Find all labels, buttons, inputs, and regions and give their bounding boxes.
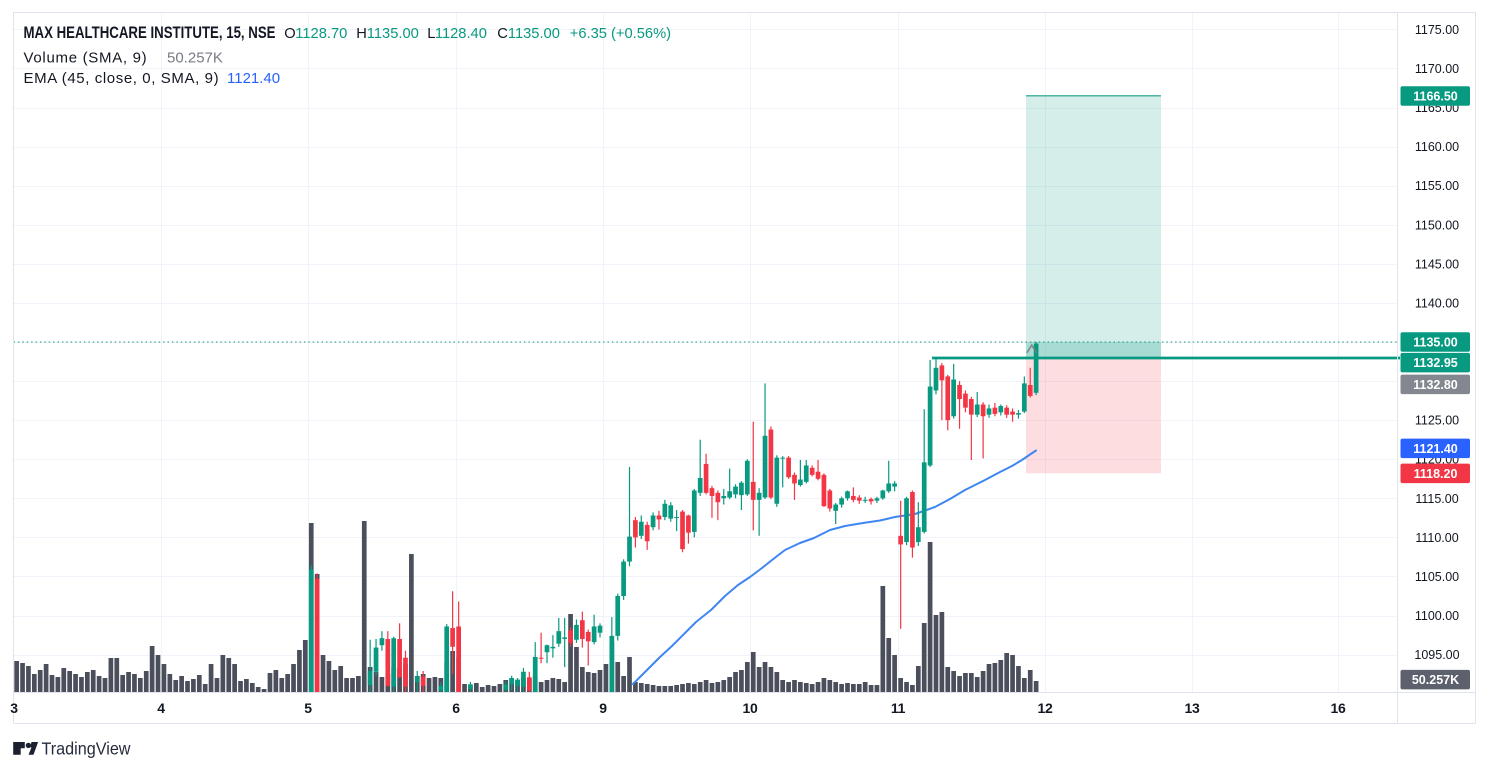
svg-text:1140.00: 1140.00 bbox=[1415, 296, 1459, 310]
svg-text:10: 10 bbox=[743, 700, 758, 716]
svg-text:Volume (SMA, 9): Volume (SMA, 9) bbox=[24, 49, 148, 66]
svg-text:+6.35 (+0.56%): +6.35 (+0.56%) bbox=[570, 26, 671, 42]
svg-text:H: H bbox=[356, 26, 367, 42]
svg-text:1135.00: 1135.00 bbox=[367, 26, 419, 42]
svg-text:50.257K: 50.257K bbox=[1412, 673, 1459, 687]
svg-text:1160.00: 1160.00 bbox=[1415, 140, 1459, 154]
svg-text:1150.00: 1150.00 bbox=[1415, 218, 1459, 232]
svg-text:1170.00: 1170.00 bbox=[1415, 62, 1459, 76]
svg-text:4: 4 bbox=[157, 700, 165, 716]
svg-text:11: 11 bbox=[891, 700, 906, 716]
svg-text:1175.00: 1175.00 bbox=[1415, 23, 1459, 37]
svg-text:1121.40: 1121.40 bbox=[1413, 442, 1458, 456]
svg-text:1100.00: 1100.00 bbox=[1415, 609, 1459, 623]
svg-text:1121.40: 1121.40 bbox=[227, 70, 280, 87]
svg-text:L: L bbox=[427, 26, 435, 42]
svg-text:13: 13 bbox=[1185, 700, 1200, 716]
svg-text:1155.00: 1155.00 bbox=[1415, 179, 1459, 193]
svg-text:1118.20: 1118.20 bbox=[1414, 467, 1458, 481]
svg-text:1166.50: 1166.50 bbox=[1413, 89, 1458, 103]
svg-text:5: 5 bbox=[304, 700, 312, 716]
svg-text:1128.70: 1128.70 bbox=[295, 26, 347, 42]
svg-text:1145.00: 1145.00 bbox=[1415, 257, 1459, 271]
svg-text:1132.95: 1132.95 bbox=[1413, 356, 1458, 370]
svg-text:TradingView: TradingView bbox=[42, 738, 131, 758]
svg-text:1132.80: 1132.80 bbox=[1413, 378, 1458, 392]
svg-text:1105.00: 1105.00 bbox=[1415, 570, 1459, 584]
svg-text:1128.40: 1128.40 bbox=[435, 26, 487, 42]
svg-text:EMA (45, close, 0, SMA, 9): EMA (45, close, 0, SMA, 9) bbox=[24, 70, 220, 87]
svg-text:1135.00: 1135.00 bbox=[1413, 336, 1458, 350]
svg-text:9: 9 bbox=[599, 700, 607, 716]
svg-text:1125.00: 1125.00 bbox=[1415, 414, 1459, 428]
svg-text:MAX HEALTHCARE INSTITUTE, 15,: MAX HEALTHCARE INSTITUTE, 15, NSE bbox=[24, 23, 276, 42]
svg-text:1110.00: 1110.00 bbox=[1415, 531, 1458, 545]
svg-text:3: 3 bbox=[10, 700, 18, 716]
svg-text:6: 6 bbox=[452, 700, 460, 716]
svg-text:16: 16 bbox=[1331, 700, 1346, 716]
svg-text:C: C bbox=[497, 26, 508, 42]
svg-text:1135.00: 1135.00 bbox=[508, 26, 560, 42]
svg-text:1095.00: 1095.00 bbox=[1414, 648, 1459, 662]
svg-text:50.257K: 50.257K bbox=[167, 49, 223, 66]
svg-text:12: 12 bbox=[1038, 700, 1053, 716]
svg-text:1115.00: 1115.00 bbox=[1415, 492, 1458, 506]
svg-text:O: O bbox=[284, 26, 295, 42]
